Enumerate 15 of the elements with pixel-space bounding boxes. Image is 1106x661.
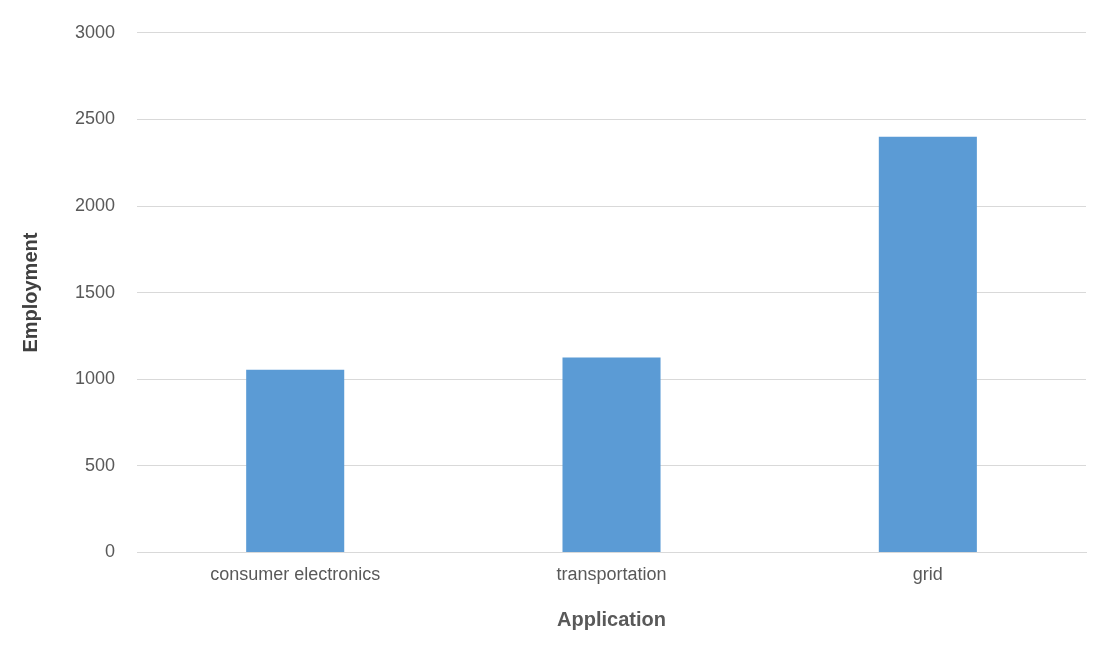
y-tick-label: 1000 bbox=[75, 368, 116, 389]
y-tick-label: 2500 bbox=[75, 108, 116, 129]
bar bbox=[246, 369, 345, 552]
bar bbox=[562, 357, 661, 552]
bar bbox=[878, 136, 977, 552]
x-tick-label: consumer electronics bbox=[210, 564, 381, 585]
x-tick-label: transportation bbox=[556, 564, 667, 585]
y-axis-title: Employment bbox=[18, 232, 41, 353]
y-tick-label: 3000 bbox=[75, 21, 116, 42]
y-tick-label: 1500 bbox=[75, 281, 116, 302]
x-tick-label: grid bbox=[912, 564, 943, 585]
y-tick-label: 500 bbox=[85, 454, 116, 475]
y-tick-label: 2000 bbox=[75, 194, 116, 215]
x-axis-title: Application bbox=[557, 607, 666, 630]
y-tick-label: 0 bbox=[105, 541, 116, 562]
